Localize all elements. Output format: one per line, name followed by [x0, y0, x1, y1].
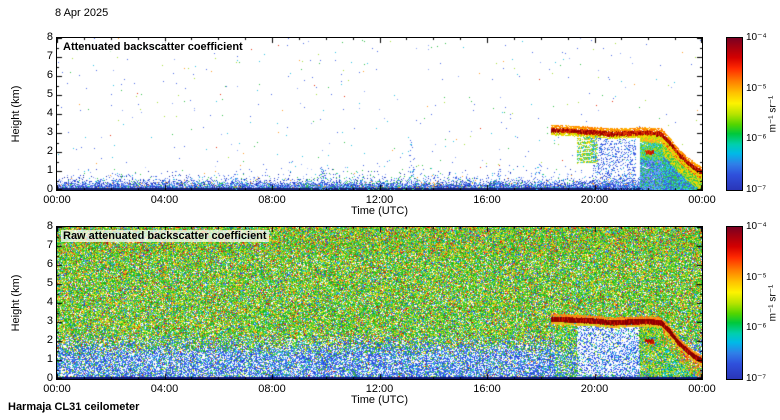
x-tick-label: 20:00: [580, 383, 609, 395]
colorbar2-unit-label: m⁻¹ sr⁻¹: [767, 284, 779, 322]
colorbar-tick-label: 10⁻⁶: [746, 133, 767, 145]
y-tick-label: 4: [46, 296, 53, 308]
date-label: 8 Apr 2025: [55, 7, 109, 19]
x-tick-label: 16:00: [473, 383, 501, 395]
colorbar-2: [726, 226, 743, 380]
colorbar-tick-label: 10⁻⁶: [746, 322, 767, 334]
y-tick-label: 5: [46, 277, 53, 289]
instrument-label: Harmaja CL31 ceilometer: [8, 401, 140, 413]
x-tick-label: 08:00: [258, 383, 286, 395]
x-tick-label: 12:00: [365, 383, 394, 395]
colorbar-tick-label: 10⁻⁴: [746, 32, 767, 43]
panel1-title: Attenuated backscatter coefficient: [61, 41, 245, 53]
panel1-yaxis-title: Height (km): [10, 85, 22, 143]
colorbar1-unit-label: m⁻¹ sr⁻¹: [767, 95, 779, 133]
x-tick-label: 12:00: [365, 194, 394, 206]
x-tick-label: 20:00: [580, 194, 609, 206]
y-tick-label: 2: [46, 334, 53, 346]
x-tick-label: 00:00: [43, 383, 71, 395]
y-tick-label: 8: [46, 220, 53, 232]
colorbar-tick-label: 10⁻⁷: [746, 373, 767, 384]
y-tick-label: 6: [46, 258, 53, 270]
panel2-xaxis-title: Time (UTC): [350, 394, 409, 406]
y-tick-label: 3: [46, 315, 53, 327]
attenuated-backscatter-heatmap: [56, 37, 703, 191]
panel2-yaxis-title: Height (km): [10, 274, 22, 332]
colorbar-tick-label: 10⁻⁵: [746, 82, 767, 94]
colorbar-tick-label: 10⁻⁴: [746, 221, 767, 232]
y-tick-label: 5: [46, 88, 53, 100]
y-tick-label: 3: [46, 126, 53, 138]
x-tick-label: 08:00: [258, 194, 286, 206]
y-tick-label: 6: [46, 69, 53, 81]
panel2-title: Raw attenuated backscatter coefficient: [61, 230, 269, 242]
y-tick-label: 4: [46, 107, 53, 119]
x-tick-label: 00:00: [43, 194, 71, 206]
x-tick-label: 04:00: [150, 383, 179, 395]
y-tick-label: 0: [46, 372, 53, 384]
y-tick-label: 7: [46, 50, 53, 62]
x-tick-label: 16:00: [473, 194, 501, 206]
y-tick-label: 1: [46, 164, 53, 176]
colorbar-tick-label: 10⁻⁷: [746, 184, 767, 195]
x-tick-label: 00:00: [688, 383, 716, 395]
y-tick-label: 7: [46, 239, 53, 251]
colorbar-1: [726, 37, 743, 191]
raw-attenuated-backscatter-heatmap: [56, 226, 703, 380]
y-tick-label: 2: [46, 145, 53, 157]
y-tick-label: 8: [46, 31, 53, 43]
y-tick-label: 1: [46, 353, 53, 365]
colorbar-tick-label: 10⁻⁵: [746, 271, 767, 283]
x-tick-label: 00:00: [688, 194, 716, 206]
y-tick-label: 0: [46, 183, 53, 195]
panel1-xaxis-title: Time (UTC): [350, 205, 409, 217]
x-tick-label: 04:00: [150, 194, 179, 206]
